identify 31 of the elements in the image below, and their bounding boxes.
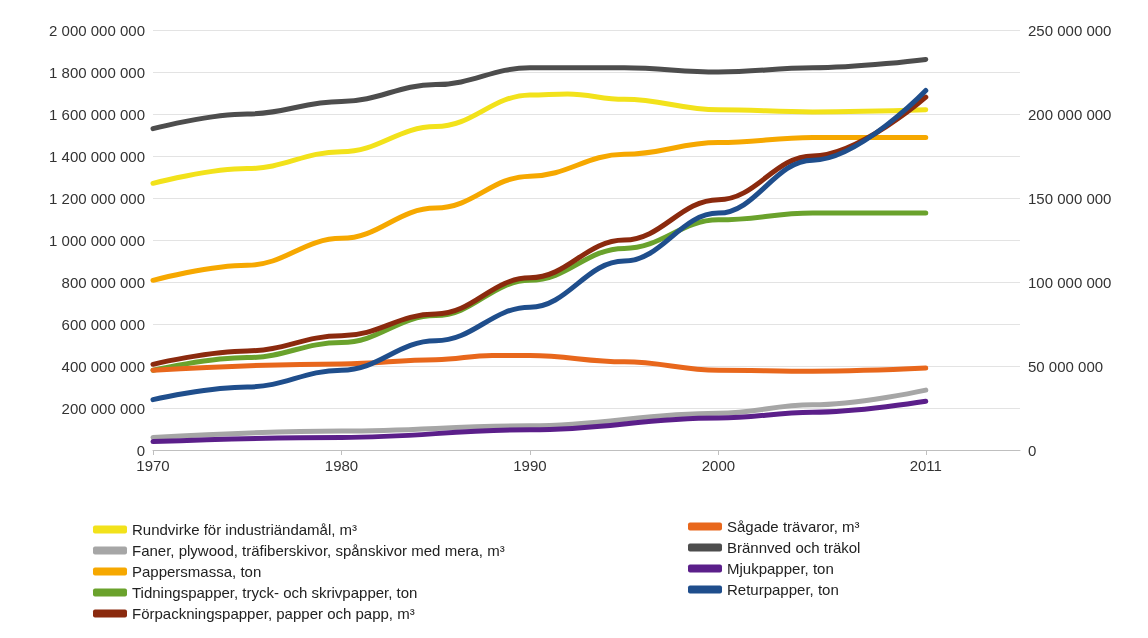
x-tick-label: 1980 (324, 457, 359, 474)
legend-label: Rundvirke för industriändamål, m³ (132, 521, 358, 538)
x-tick-label: 1970 (136, 457, 170, 474)
y-tick-label: 1 600 000 000 (49, 105, 145, 123)
legend-label: Mjukpapper, ton (727, 560, 834, 577)
y-tick-label: 2 000 000 000 (49, 21, 145, 39)
y2-tick-label: 150 000 000 (1028, 189, 1112, 207)
y2-tick-label: 100 000 000 (1028, 273, 1112, 291)
legend-label: Pappersmassa, ton (132, 563, 262, 580)
legend-label: Tidningspapper, tryck- och skrivpapper, ton (132, 584, 418, 601)
y-tick-label: 800 000 000 (61, 273, 145, 291)
legend-label: Faner, plywood, träfiberskivor, spånskivor med mera, m³ (132, 542, 505, 559)
y2-tick-label: 0 (1028, 441, 1037, 459)
x-tick-label: 2011 (909, 457, 942, 474)
y2-tick-label: 200 000 000 (1028, 105, 1112, 123)
x-tick-label: 1990 (513, 457, 547, 474)
y2-tick-label: 50 000 000 (1028, 357, 1104, 375)
x-tick-label: 2000 (701, 457, 736, 474)
y-tick-label: 1 000 000 000 (49, 231, 145, 249)
y-tick-label: 600 000 000 (61, 315, 145, 333)
y-tick-label: 200 000 000 (61, 399, 145, 417)
y-tick-label: 1 400 000 000 (49, 147, 145, 165)
legend-label: Brännved och träkol (727, 539, 861, 556)
y-tick-label: 1 800 000 000 (49, 63, 145, 81)
legend-label: Sågade trävaror, m³ (727, 518, 860, 535)
y2-tick-label: 250 000 000 (1028, 21, 1112, 39)
y-tick-label: 1 200 000 000 (49, 189, 145, 207)
y-tick-label: 400 000 000 (61, 357, 145, 375)
legend-label: Förpackningspapper, papper och papp, m³ (132, 605, 415, 622)
legend-label: Returpapper, ton (727, 581, 839, 598)
y-tick-label: 0 (136, 441, 145, 459)
